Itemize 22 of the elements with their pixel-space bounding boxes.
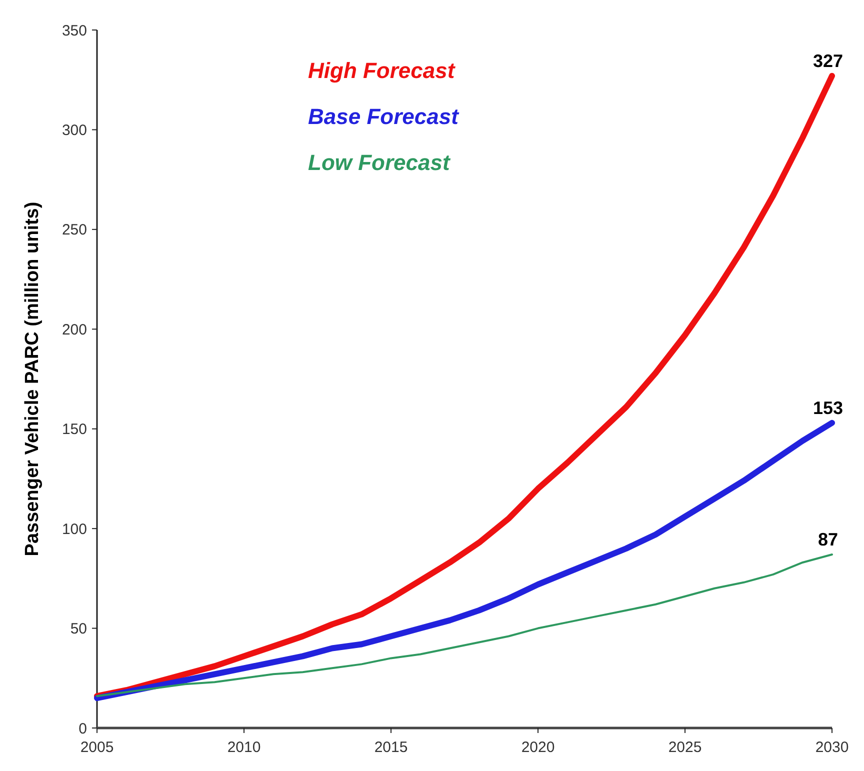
y-tick-label: 250	[62, 222, 87, 239]
x-tick-label: 2005	[80, 739, 114, 756]
y-tick-label: 350	[62, 22, 87, 40]
y-tick-label: 100	[62, 520, 87, 538]
x-tick-label: 2020	[521, 739, 555, 756]
x-tick-label: 2015	[374, 739, 408, 756]
y-tick-label: 150	[62, 421, 87, 438]
y-tick-label: 300	[62, 122, 87, 139]
x-tick-label: 2025	[668, 739, 702, 756]
y-tick-label: 0	[78, 720, 87, 738]
line-series	[96, 553, 833, 698]
data-label: 87	[818, 529, 838, 550]
text: Base Forecast	[308, 104, 460, 129]
y-tick-label: 50	[70, 620, 87, 638]
y-tick-label: 200	[62, 321, 87, 338]
x-tick-label: 2010	[227, 739, 261, 756]
x-tick-label: 2030	[815, 739, 849, 756]
text: High Forecast	[308, 58, 456, 83]
data-label: 327	[812, 50, 844, 71]
y-axis-title: Passenger Vehicle PARC (million units)	[22, 202, 43, 556]
data-label: 153	[812, 398, 844, 418]
text: Low Forecast	[308, 150, 452, 175]
